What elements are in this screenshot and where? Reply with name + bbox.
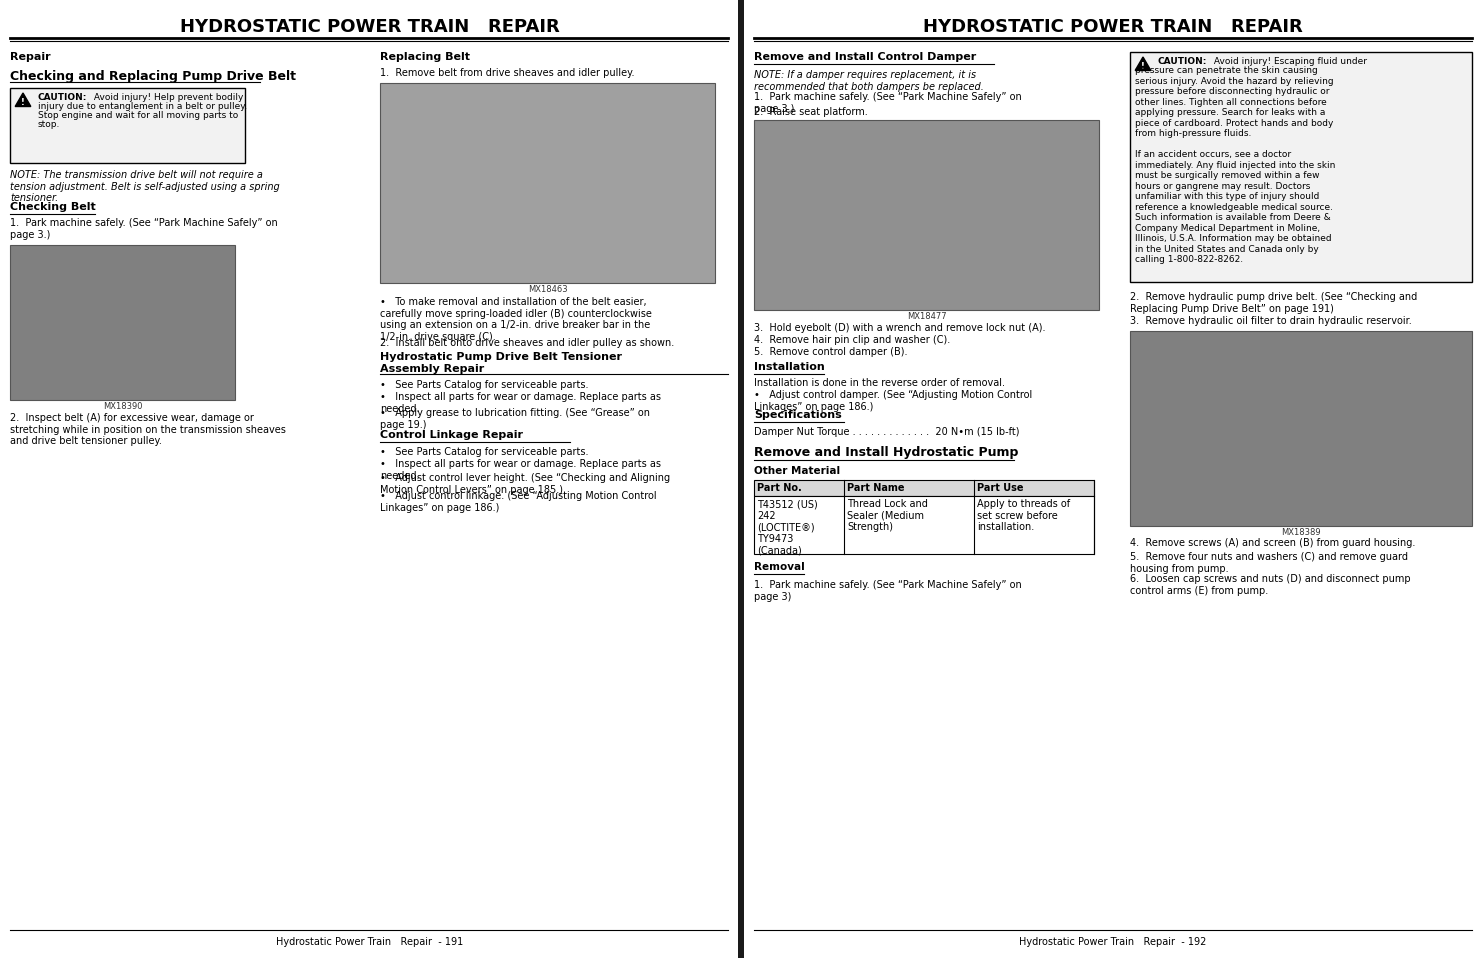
Text: Control Linkage Repair: Control Linkage Repair <box>379 430 523 440</box>
Text: MX18463: MX18463 <box>528 285 568 294</box>
Text: 2.  Raise seat platform.: 2. Raise seat platform. <box>754 107 868 117</box>
Text: in the United States and Canada only by: in the United States and Canada only by <box>1135 244 1319 254</box>
Text: from high-pressure fluids.: from high-pressure fluids. <box>1135 129 1251 138</box>
Text: 3.  Remove hydraulic oil filter to drain hydraulic reservoir.: 3. Remove hydraulic oil filter to drain … <box>1129 316 1412 326</box>
Text: Avoid injury! Help prevent bodily: Avoid injury! Help prevent bodily <box>90 93 243 102</box>
Text: 4.  Remove screws (A) and screen (B) from guard housing.: 4. Remove screws (A) and screen (B) from… <box>1129 538 1415 548</box>
Bar <box>10 88 245 163</box>
Text: •   Adjust control damper. (See “Adjusting Motion Control
Linkages” on page 186.: • Adjust control damper. (See “Adjusting… <box>754 390 1033 412</box>
Text: CAUTION:: CAUTION: <box>1157 57 1208 66</box>
Text: !: ! <box>21 99 25 107</box>
Text: Stop engine and wait for all moving parts to: Stop engine and wait for all moving part… <box>39 111 239 120</box>
Text: •   Adjust control lever height. (See “Checking and Aligning
Motion Control Leve: • Adjust control lever height. (See “Che… <box>379 473 670 494</box>
Text: NOTE: The transmission drive belt will not require a
tension adjustment. Belt is: NOTE: The transmission drive belt will n… <box>10 170 280 203</box>
Text: Damper Nut Torque . . . . . . . . . . . . .  20 N•m (15 lb-ft): Damper Nut Torque . . . . . . . . . . . … <box>754 427 1020 437</box>
Text: 2.  Remove hydraulic pump drive belt. (See “Checking and
Replacing Pump Drive Be: 2. Remove hydraulic pump drive belt. (Se… <box>1129 292 1417 313</box>
Text: Illinois, U.S.A. Information may be obtained: Illinois, U.S.A. Information may be obta… <box>1135 234 1332 243</box>
Bar <box>754 496 1094 554</box>
Text: T43512 (US)
242
(LOCTITE®)
TY9473
(Canada): T43512 (US) 242 (LOCTITE®) TY9473 (Canad… <box>757 499 818 556</box>
Text: 1.  Park machine safely. (See “Park Machine Safely” on
page 3.): 1. Park machine safely. (See “Park Machi… <box>754 92 1021 114</box>
Text: unfamiliar with this type of injury should: unfamiliar with this type of injury shou… <box>1135 192 1319 201</box>
Text: Remove and Install Control Damper: Remove and Install Control Damper <box>754 52 977 62</box>
Text: serious injury. Avoid the hazard by relieving: serious injury. Avoid the hazard by reli… <box>1135 77 1334 85</box>
Bar <box>1129 52 1472 282</box>
Text: 3.  Hold eyebolt (D) with a wrench and remove lock nut (A).: 3. Hold eyebolt (D) with a wrench and re… <box>754 323 1045 333</box>
Text: Remove and Install Hydrostatic Pump: Remove and Install Hydrostatic Pump <box>754 446 1018 459</box>
Text: •   Inspect all parts for wear or damage. Replace parts as
needed.: • Inspect all parts for wear or damage. … <box>379 392 661 414</box>
Text: CAUTION:: CAUTION: <box>39 93 87 102</box>
Bar <box>379 83 714 283</box>
Text: Hydrostatic Pump Drive Belt Tensioner
Assembly Repair: Hydrostatic Pump Drive Belt Tensioner As… <box>379 352 622 374</box>
Text: 6.  Loosen cap screws and nuts (D) and disconnect pump
control arms (E) from pum: 6. Loosen cap screws and nuts (D) and di… <box>1129 574 1411 596</box>
Text: must be surgically removed within a few: must be surgically removed within a few <box>1135 171 1319 180</box>
Text: Installation is done in the reverse order of removal.: Installation is done in the reverse orde… <box>754 378 1005 388</box>
Text: 1.  Park machine safely. (See “Park Machine Safely” on
page 3): 1. Park machine safely. (See “Park Machi… <box>754 580 1021 602</box>
Text: pressure can penetrate the skin causing: pressure can penetrate the skin causing <box>1135 66 1317 75</box>
Text: •   See Parts Catalog for serviceable parts.: • See Parts Catalog for serviceable part… <box>379 380 588 390</box>
Text: Checking Belt: Checking Belt <box>10 202 96 212</box>
Text: Installation: Installation <box>754 362 825 372</box>
Text: Other Material: Other Material <box>754 466 840 476</box>
Text: MX18389: MX18389 <box>1280 528 1320 537</box>
Bar <box>10 245 236 400</box>
Text: •   Adjust control linkage. (See “Adjusting Motion Control
Linkages” on page 186: • Adjust control linkage. (See “Adjustin… <box>379 491 657 513</box>
Text: immediately. Any fluid injected into the skin: immediately. Any fluid injected into the… <box>1135 161 1335 170</box>
Text: Part Use: Part Use <box>977 483 1024 493</box>
Text: 2.  Install belt onto drive sheaves and idler pulley as shown.: 2. Install belt onto drive sheaves and i… <box>379 338 674 348</box>
Text: Such information is available from Deere &: Such information is available from Deere… <box>1135 213 1331 222</box>
Text: 5.  Remove four nuts and washers (C) and remove guard
housing from pump.: 5. Remove four nuts and washers (C) and … <box>1129 552 1408 574</box>
Text: hours or gangrene may result. Doctors: hours or gangrene may result. Doctors <box>1135 181 1310 191</box>
Text: HYDROSTATIC POWER TRAIN   REPAIR: HYDROSTATIC POWER TRAIN REPAIR <box>923 18 1303 36</box>
Text: •   See Parts Catalog for serviceable parts.: • See Parts Catalog for serviceable part… <box>379 447 588 457</box>
Text: reference a knowledgeable medical source.: reference a knowledgeable medical source… <box>1135 202 1332 212</box>
Text: Specifications: Specifications <box>754 410 842 420</box>
Text: Avoid injury! Escaping fluid under: Avoid injury! Escaping fluid under <box>1211 57 1366 66</box>
Polygon shape <box>1135 57 1152 71</box>
Text: If an accident occurs, see a doctor: If an accident occurs, see a doctor <box>1135 150 1291 159</box>
Text: applying pressure. Search for leaks with a: applying pressure. Search for leaks with… <box>1135 108 1325 117</box>
Bar <box>738 0 744 958</box>
Text: calling 1-800-822-8262.: calling 1-800-822-8262. <box>1135 255 1243 264</box>
Bar <box>754 120 1100 310</box>
Bar <box>1129 331 1472 526</box>
Text: Replacing Belt: Replacing Belt <box>379 52 470 62</box>
Bar <box>754 480 1094 496</box>
Text: injury due to entanglement in a belt or pulley.: injury due to entanglement in a belt or … <box>39 102 247 111</box>
Text: 1.  Remove belt from drive sheaves and idler pulley.: 1. Remove belt from drive sheaves and id… <box>379 68 634 78</box>
Text: Removal: Removal <box>754 562 805 572</box>
Text: 2.  Inspect belt (A) for excessive wear, damage or
stretching while in position : 2. Inspect belt (A) for excessive wear, … <box>10 413 286 446</box>
Text: 4.  Remove hair pin clip and washer (C).: 4. Remove hair pin clip and washer (C). <box>754 335 950 345</box>
Polygon shape <box>15 93 31 106</box>
Text: •   Apply grease to lubrication fitting. (See “Grease” on
page 19.): • Apply grease to lubrication fitting. (… <box>379 408 651 429</box>
Text: Part Name: Part Name <box>848 483 904 493</box>
Text: pressure before disconnecting hydraulic or: pressure before disconnecting hydraulic … <box>1135 87 1329 96</box>
Text: Thread Lock and
Sealer (Medium
Strength): Thread Lock and Sealer (Medium Strength) <box>848 499 928 533</box>
Text: •   To make removal and installation of the belt easier,
carefully move spring-l: • To make removal and installation of th… <box>379 297 652 342</box>
Text: •   Inspect all parts for wear or damage. Replace parts as
needed.: • Inspect all parts for wear or damage. … <box>379 459 661 481</box>
Text: !: ! <box>1141 62 1146 72</box>
Text: stop.: stop. <box>39 120 61 129</box>
Text: Checking and Replacing Pump Drive Belt: Checking and Replacing Pump Drive Belt <box>10 70 296 83</box>
Text: MX18477: MX18477 <box>907 312 947 321</box>
Text: Repair: Repair <box>10 52 50 62</box>
Text: Part No.: Part No. <box>757 483 802 493</box>
Text: other lines. Tighten all connections before: other lines. Tighten all connections bef… <box>1135 98 1326 106</box>
Text: Hydrostatic Power Train   Repair  - 192: Hydrostatic Power Train Repair - 192 <box>1020 937 1206 947</box>
Text: Hydrostatic Power Train   Repair  - 191: Hydrostatic Power Train Repair - 191 <box>276 937 464 947</box>
Text: 5.  Remove control damper (B).: 5. Remove control damper (B). <box>754 347 907 357</box>
Text: Apply to threads of
set screw before
installation.: Apply to threads of set screw before ins… <box>977 499 1070 533</box>
Text: MX18390: MX18390 <box>102 402 142 411</box>
Text: HYDROSTATIC POWER TRAIN   REPAIR: HYDROSTATIC POWER TRAIN REPAIR <box>181 18 560 36</box>
Text: piece of cardboard. Protect hands and body: piece of cardboard. Protect hands and bo… <box>1135 119 1334 127</box>
Text: 1.  Park machine safely. (See “Park Machine Safely” on
page 3.): 1. Park machine safely. (See “Park Machi… <box>10 218 277 240</box>
Text: Company Medical Department in Moline,: Company Medical Department in Moline, <box>1135 223 1320 233</box>
Text: NOTE: If a damper requires replacement, it is
recommended that both dampers be r: NOTE: If a damper requires replacement, … <box>754 70 984 92</box>
